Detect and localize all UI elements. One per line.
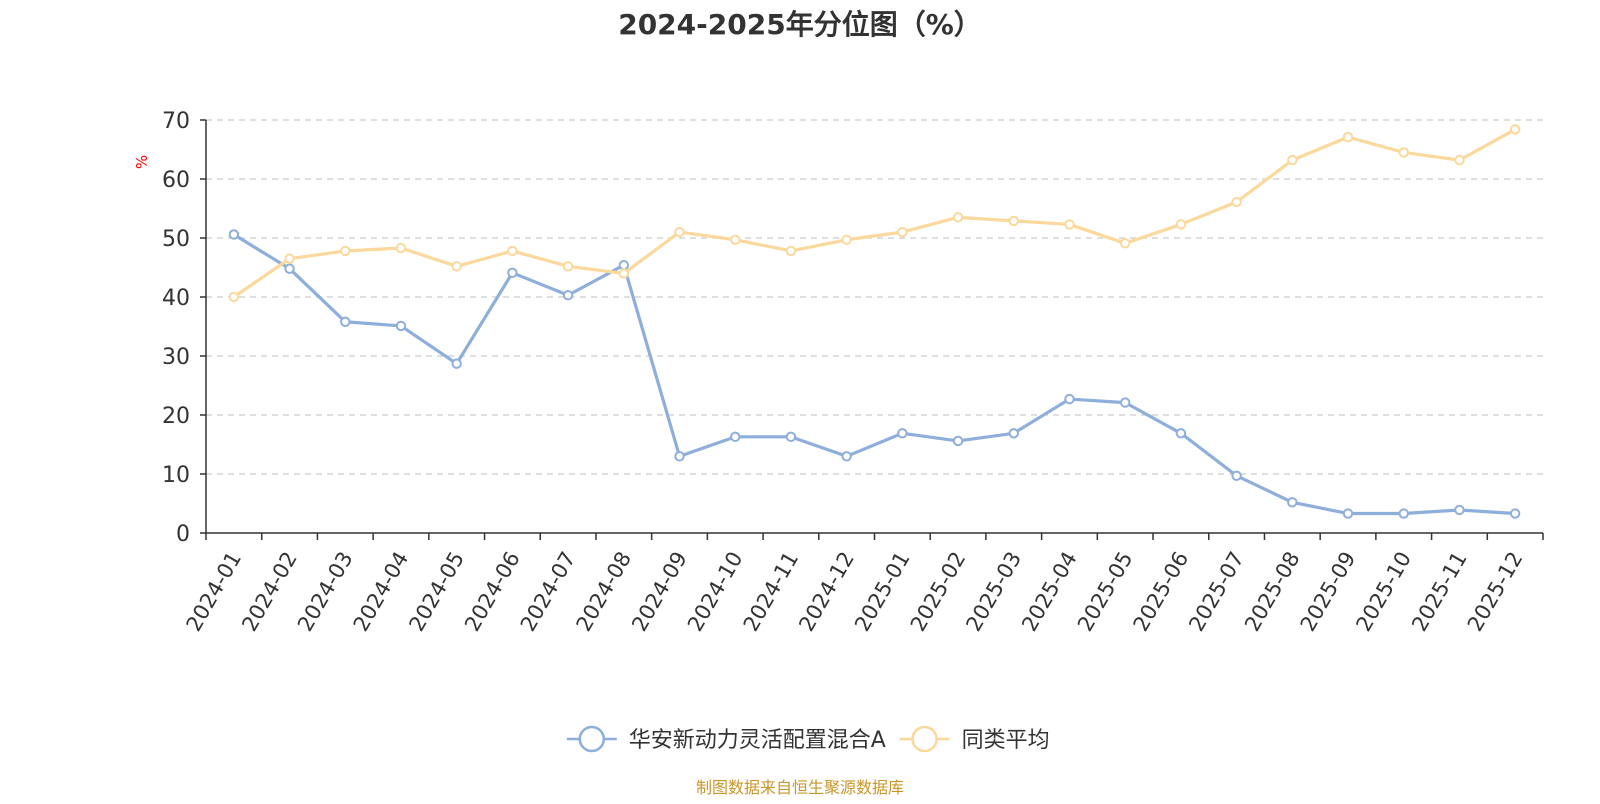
data-point[interactable] (1287, 497, 1298, 508)
data-point[interactable] (897, 226, 908, 238)
x-tick-label: 2025-09 (1296, 548, 1361, 636)
y-tick-label: 30 (162, 345, 190, 370)
legend-item-2[interactable]: 同类平均 (899, 725, 1050, 753)
x-tick-label: 2024-08 (571, 548, 636, 636)
data-point[interactable] (507, 245, 518, 257)
x-tick-label: 2025-02 (906, 548, 971, 636)
x-tick-label: 2024-12 (794, 548, 859, 636)
series-2 (228, 124, 1521, 303)
data-point[interactable] (1008, 215, 1019, 227)
data-point[interactable] (785, 431, 797, 443)
data-point[interactable] (451, 358, 462, 369)
legend[interactable]: 华安新动力灵活配置混合A 同类平均 (566, 725, 1050, 753)
y-tick-label: 60 (162, 168, 190, 193)
data-point[interactable] (1454, 154, 1465, 166)
x-tick-label: 2024-03 (293, 548, 358, 636)
data-point[interactable] (730, 431, 741, 443)
x-tick-label: 2024-10 (683, 548, 748, 636)
y-tick-label: 10 (162, 463, 190, 488)
data-point[interactable] (284, 263, 295, 274)
y-axis-label: % (133, 155, 151, 169)
series-1 (228, 229, 1521, 519)
x-tick-label: 2025-05 (1073, 548, 1138, 636)
x-tick-label: 2024-04 (349, 548, 414, 636)
data-point[interactable] (952, 212, 964, 223)
data-point[interactable] (228, 291, 240, 303)
y-tick-label: 70 (162, 109, 190, 134)
y-tick-label: 20 (162, 404, 190, 429)
x-tick-label: 2025-01 (850, 548, 915, 636)
x-tick-label: 2024-06 (460, 548, 525, 636)
legend-symbol-circle-icon (911, 725, 938, 753)
data-point[interactable] (451, 261, 462, 272)
data-point[interactable] (1398, 147, 1409, 158)
data-point[interactable] (1064, 393, 1075, 405)
axis-layer: 0102030405060702024-012024-022024-032024… (162, 109, 1544, 636)
x-tick-label: 2024-01 (182, 548, 247, 636)
source-note: 制图数据来自恒生聚源数据库 (696, 778, 904, 797)
x-tick-label: 2025-10 (1351, 548, 1416, 636)
series-line (232, 127, 1517, 299)
data-point[interactable] (507, 267, 518, 279)
data-point[interactable] (1119, 238, 1131, 249)
data-point[interactable] (841, 234, 852, 245)
y-tick-label: 0 (176, 522, 190, 547)
data-point[interactable] (674, 226, 685, 238)
data-point[interactable] (1342, 508, 1354, 519)
data-point[interactable] (228, 229, 240, 240)
x-tick-label: 2025-04 (1017, 548, 1082, 636)
data-point[interactable] (562, 261, 574, 272)
data-point[interactable] (395, 320, 407, 332)
chart-title: 2024-2025年分位图（%） (618, 8, 982, 41)
data-point[interactable] (1509, 508, 1521, 519)
data-point[interactable] (618, 268, 630, 279)
grid-layer (206, 119, 1543, 475)
legend-label: 同类平均 (962, 728, 1050, 753)
x-tick-label: 2024-05 (404, 548, 469, 636)
data-point[interactable] (952, 435, 964, 447)
data-point[interactable] (897, 428, 908, 439)
data-point[interactable] (1119, 397, 1131, 408)
legend-label: 华安新动力灵活配置混合A (629, 728, 886, 753)
data-point[interactable] (395, 242, 407, 254)
data-point[interactable] (1008, 428, 1019, 439)
data-point[interactable] (1175, 428, 1187, 439)
legend-symbol-circle-icon (578, 725, 606, 753)
x-tick-label: 2024-02 (237, 548, 302, 636)
data-point[interactable] (340, 316, 351, 327)
x-tick-label: 2025-06 (1129, 548, 1194, 636)
data-point[interactable] (1398, 508, 1409, 519)
data-point[interactable] (1231, 470, 1242, 481)
data-point[interactable] (785, 245, 797, 257)
data-point[interactable] (1287, 154, 1298, 166)
data-point[interactable] (1454, 504, 1465, 516)
data-point[interactable] (284, 253, 295, 264)
data-point[interactable] (618, 259, 630, 271)
x-tick-label: 2025-07 (1184, 548, 1249, 636)
series-layer (228, 124, 1521, 519)
data-point[interactable] (340, 245, 351, 257)
x-tick-label: 2024-07 (516, 548, 581, 636)
x-tick-label: 2025-08 (1240, 548, 1305, 636)
y-tick-label: 50 (162, 227, 190, 252)
data-point[interactable] (841, 451, 852, 462)
series-line (232, 232, 1517, 516)
data-point[interactable] (1509, 124, 1521, 135)
data-point[interactable] (1342, 131, 1354, 143)
x-tick-label: 2024-09 (627, 548, 692, 636)
data-point[interactable] (1231, 196, 1242, 208)
y-tick-label: 40 (162, 286, 190, 311)
x-tick-label: 2025-12 (1463, 548, 1528, 636)
data-point[interactable] (1064, 219, 1075, 230)
legend-item-1[interactable]: 华安新动力灵活配置混合A (566, 725, 886, 753)
x-tick-label: 2024-11 (739, 548, 804, 636)
data-point[interactable] (562, 290, 574, 301)
x-tick-label: 2025-03 (961, 548, 1026, 636)
data-point[interactable] (1175, 219, 1187, 230)
x-tick-label: 2025-11 (1407, 548, 1472, 636)
data-point[interactable] (730, 234, 741, 245)
data-point[interactable] (674, 451, 685, 462)
